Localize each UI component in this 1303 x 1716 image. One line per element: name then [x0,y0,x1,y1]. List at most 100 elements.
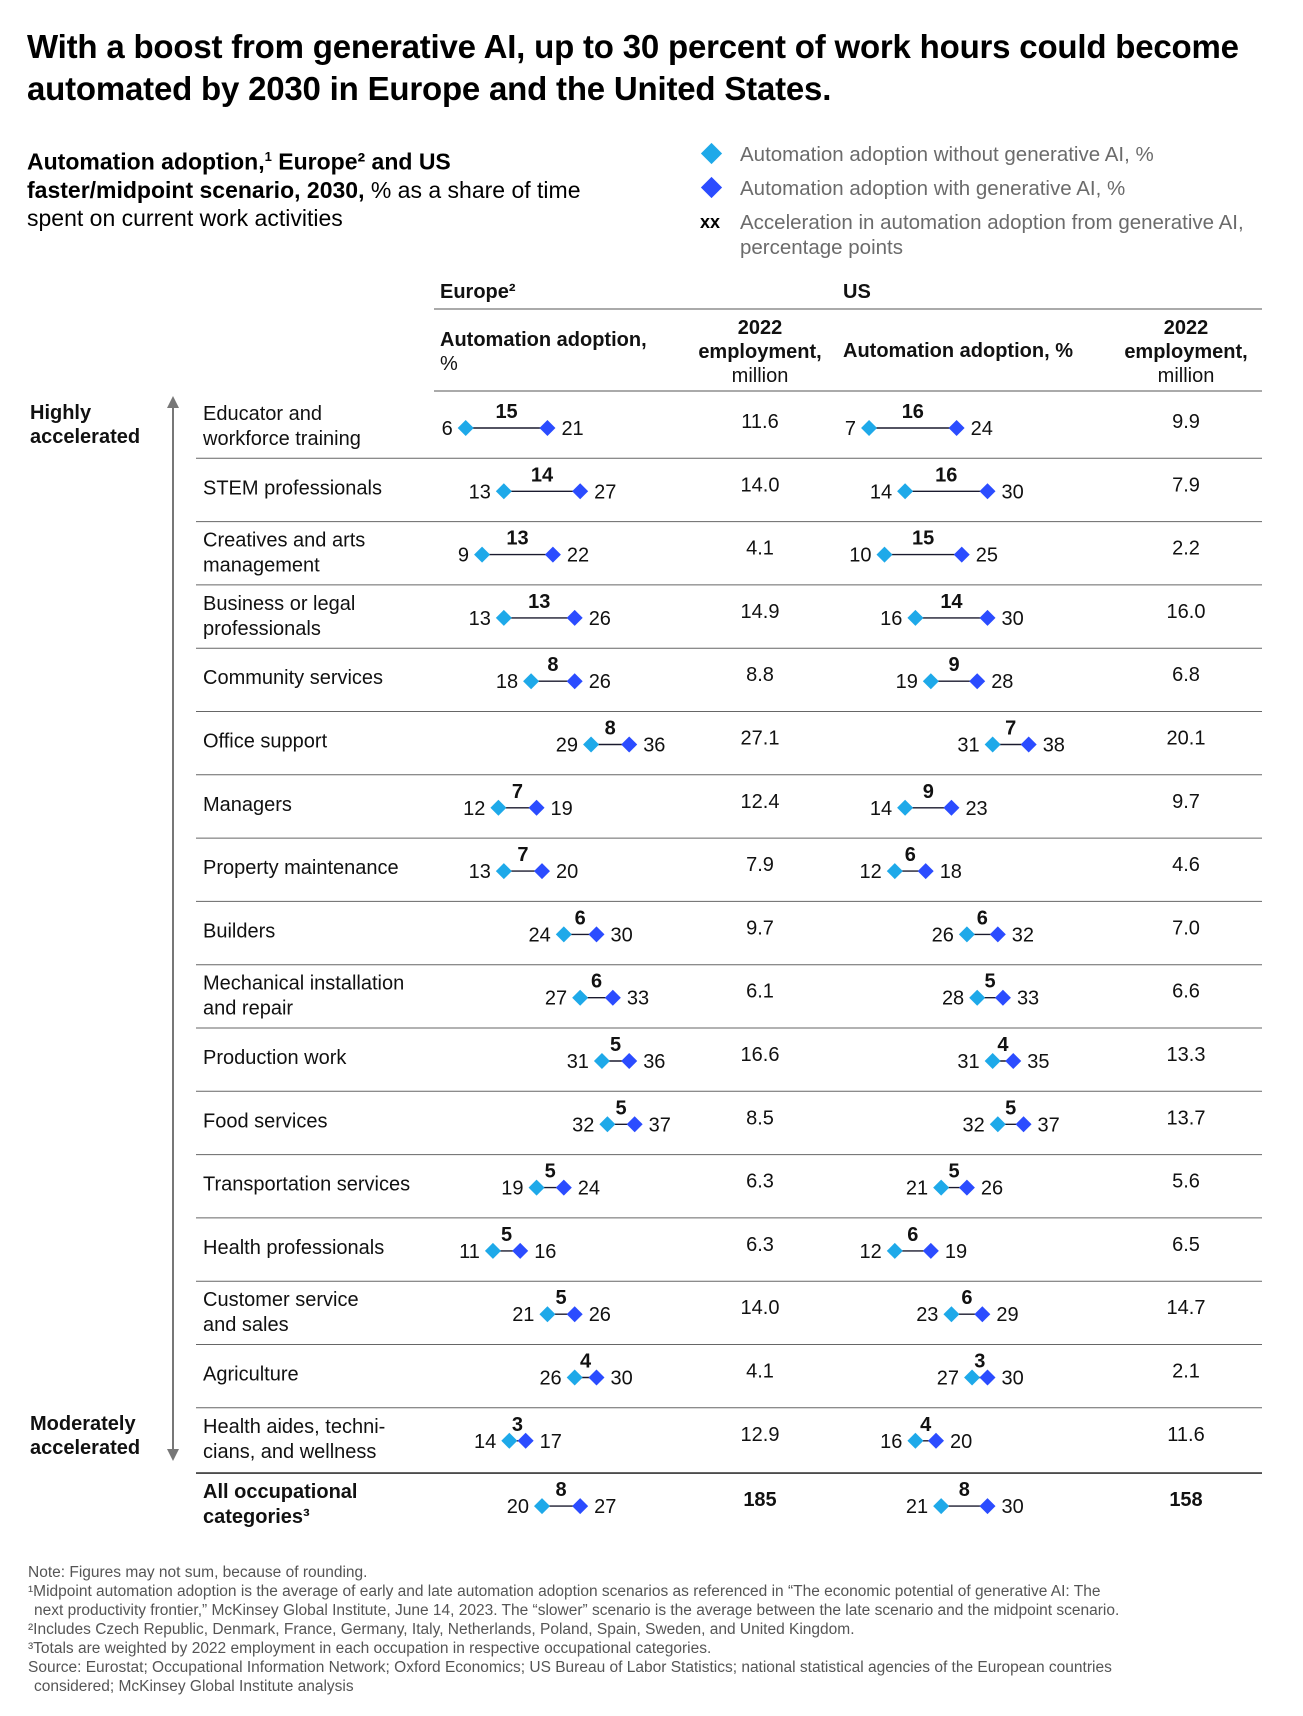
axis-label-bottom: accelerated [30,1437,140,1459]
us-with-point [953,546,970,563]
europe-with-label: 37 [649,1114,671,1136]
legend-item-with: Automation adoption with generative AI, … [700,176,1290,201]
subtitle-bold-1: Automation adoption, [27,148,265,175]
us-with-label: 35 [1027,1051,1049,1073]
row-label: Creatives and arts [203,530,365,552]
us-acceleration-label: 5 [1005,1097,1016,1119]
europe-with-point [588,1369,605,1386]
europe-acceleration-label: 5 [615,1097,626,1119]
us-acceleration-label: 4 [920,1414,932,1436]
us-with-point [989,926,1006,943]
europe-without-point [599,1116,616,1133]
europe-without-label: 27 [545,988,567,1010]
europe-employment-value: 8.8 [746,664,774,686]
europe-without-label: 18 [496,671,518,693]
us-acceleration-label: 5 [948,1161,959,1183]
europe-with-point [621,1053,638,1069]
footnote-2: ²Includes Czech Republic, Denmark, Franc… [28,1621,855,1638]
europe-without-point [495,609,512,626]
axis-label-top: Highly [30,402,92,424]
legend-label-acceleration: Acceleration in automation adoption from… [740,211,1244,259]
us-acceleration-label: 9 [948,654,959,676]
us-with-point [974,1306,991,1323]
us-without-point [969,989,986,1006]
europe-with-label: 26 [589,608,611,630]
europe-without-point [572,989,589,1006]
row-label: Business or legal [203,593,355,615]
row-label: cians, and wellness [203,1441,376,1463]
europe-without-point [593,1053,610,1069]
europe-with-label: 30 [611,1368,633,1390]
us-with-point [979,483,996,500]
europe-acceleration-label: 7 [512,781,523,803]
axis-label-bottom: Moderately [30,1413,136,1435]
us-employment-value: 7.9 [1172,474,1200,496]
us-acceleration-label: 7 [1005,718,1016,740]
europe-acceleration-label: 13 [528,591,550,613]
us-with-label: 32 [1012,924,1034,946]
europe-acceleration-label: 5 [545,1161,556,1183]
us-acceleration-label: 16 [902,401,924,423]
europe-with-label: 16 [534,1241,556,1263]
us-with-label: 30 [1002,481,1024,503]
us-with-label: 37 [1038,1114,1060,1136]
us-acceleration-label: 15 [912,528,934,550]
us-with-label: 33 [1017,988,1039,1010]
europe-employment-value: 12.9 [741,1424,780,1446]
row-label: Food services [203,1110,328,1132]
us-without-point [943,1306,960,1323]
europe-without-point [495,863,512,880]
europe-employment-value: 4.1 [746,538,774,560]
europe-without-label: 6 [442,418,453,440]
europe-with-point [528,799,545,816]
europe-with-point [604,989,621,1006]
europe-with-label: 20 [556,861,578,883]
europe-with-label: 27 [594,1496,616,1518]
subtitle-normal: % as a share of time spent on current wo… [27,176,581,231]
subtitle-bold-2: Europe² and US faster/midpoint scenario,… [27,148,451,203]
us-without-label: 10 [849,545,871,567]
us-with-point [1015,1116,1032,1133]
row-label: Agriculture [203,1364,299,1386]
europe-acceleration-label: 5 [610,1034,621,1056]
europe-acceleration-label: 8 [547,654,558,676]
us-employment-value: 13.7 [1167,1107,1206,1129]
us-without-point [989,1116,1006,1133]
europe-with-point [517,1432,534,1449]
row-label: Educator and [203,403,322,425]
us-without-label: 14 [870,798,892,820]
europe-acceleration-label: 6 [591,971,602,993]
europe-acceleration-label: 7 [517,844,528,866]
us-with-label: 18 [940,861,962,883]
europe-without-point [501,1432,518,1449]
us-without-point [897,483,914,500]
us-without-point [907,1432,924,1449]
row-label: Property maintenance [203,857,399,879]
us-with-label: 38 [1043,735,1065,757]
europe-without-point [566,1369,583,1386]
europe-employment-value: 4.1 [746,1361,774,1383]
row-label: Customer service [203,1289,359,1311]
us-without-label: 21 [906,1496,928,1518]
footnote-source-cont: considered; McKinsey Global Institute an… [34,1678,354,1695]
europe-acceleration-label: 6 [575,907,586,929]
europe-with-label: 36 [643,1051,665,1073]
us-with-label: 19 [945,1241,967,1263]
header-employment-year: 2022 [738,317,783,339]
us-with-point [948,420,965,436]
europe-without-point [474,546,491,563]
us-acceleration-label: 6 [905,844,916,866]
axis-label-top: accelerated [30,426,140,448]
dumbbell-chart: Europe² US Automation adoption,% Automation… [30,281,1262,1528]
footnote-1: ¹Midpoint automation adoption is the ave… [28,1583,1101,1600]
us-acceleration-label: 9 [923,781,934,803]
footnote-1-cont: next productivity frontier,” McKinsey Gl… [34,1602,1120,1619]
us-without-point [958,926,975,943]
europe-with-point [555,1179,572,1196]
us-with-point [994,989,1011,1006]
europe-acceleration-label: 5 [501,1224,512,1246]
row-label: Production work [203,1047,347,1069]
us-without-label: 19 [896,671,918,693]
us-without-label: 27 [937,1368,959,1390]
europe-with-label: 17 [540,1431,562,1453]
